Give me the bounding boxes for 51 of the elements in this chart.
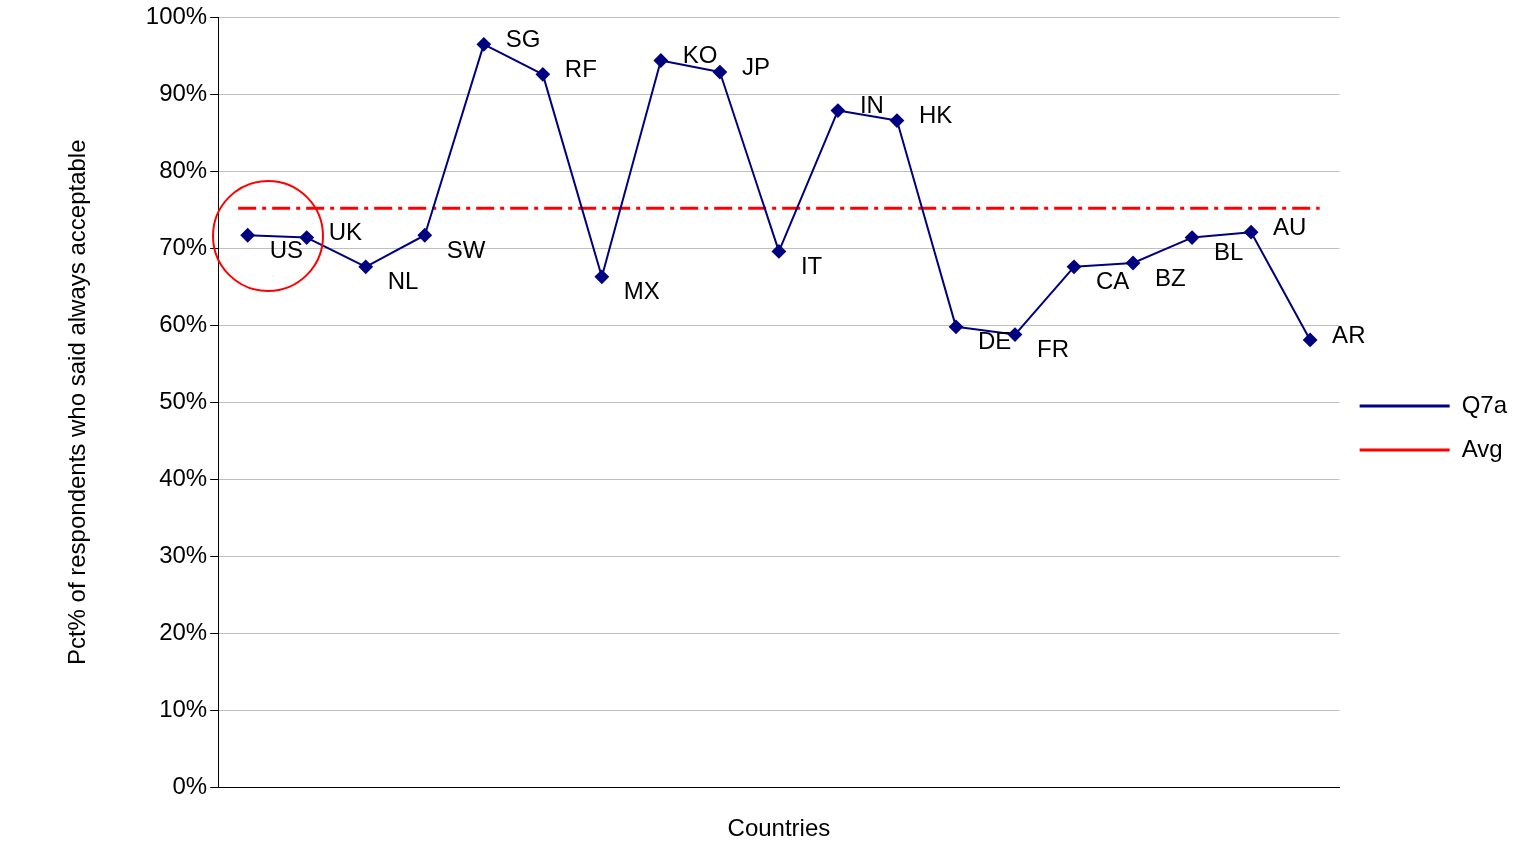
legend-label: Avg [1461,434,1503,462]
y-tick-label: 50% [159,386,208,414]
data-label: UK [328,218,363,246]
point [771,244,786,259]
data-label: KO [682,41,718,69]
y-tick-label: 30% [159,540,208,568]
point [1303,332,1318,347]
y-tick-label: 100% [145,2,208,30]
point [358,259,373,274]
legend-label: Q7a [1461,390,1508,418]
y-tick-label: 0% [172,771,208,799]
data-label: IT [800,252,823,280]
data-label: JP [741,52,770,80]
data-label: DE [977,327,1012,355]
y-tick-label: 90% [159,79,208,106]
point [1067,259,1082,274]
y-tick-label: 20% [159,617,208,645]
data-label: RF [564,54,597,82]
point [948,319,963,334]
y-axis-title: Pct% of respondents who said always acceptable [63,139,91,666]
data-label: NL [387,267,419,295]
point [889,113,904,128]
point [417,228,432,243]
y-tick-label: 40% [159,463,208,491]
data-label: FR [1037,335,1070,363]
point [653,53,668,68]
data-label: SG [505,24,541,52]
data-label: AR [1332,320,1366,348]
data-label: IN [859,91,884,119]
point [240,228,255,243]
data-label: SW [446,235,486,263]
point [594,269,609,284]
point [1126,255,1141,270]
y-tick-label: 60% [159,309,208,337]
point [1244,225,1259,240]
x-axis-title: Countries [727,814,831,842]
data-label: AU [1273,212,1307,240]
point [830,103,845,118]
y-tick-label: 80% [159,155,208,183]
data-label: BL [1214,238,1244,266]
y-tick-label: 70% [159,232,208,260]
data-label: BZ [1155,263,1186,291]
point [535,67,550,82]
point [476,37,491,52]
y-tick-label: 10% [159,694,208,722]
data-label: HK [918,101,953,129]
data-label: CA [1096,267,1130,295]
point [712,65,727,80]
point [1185,230,1200,245]
data-label: MX [623,277,660,305]
data-label: US [269,235,304,263]
